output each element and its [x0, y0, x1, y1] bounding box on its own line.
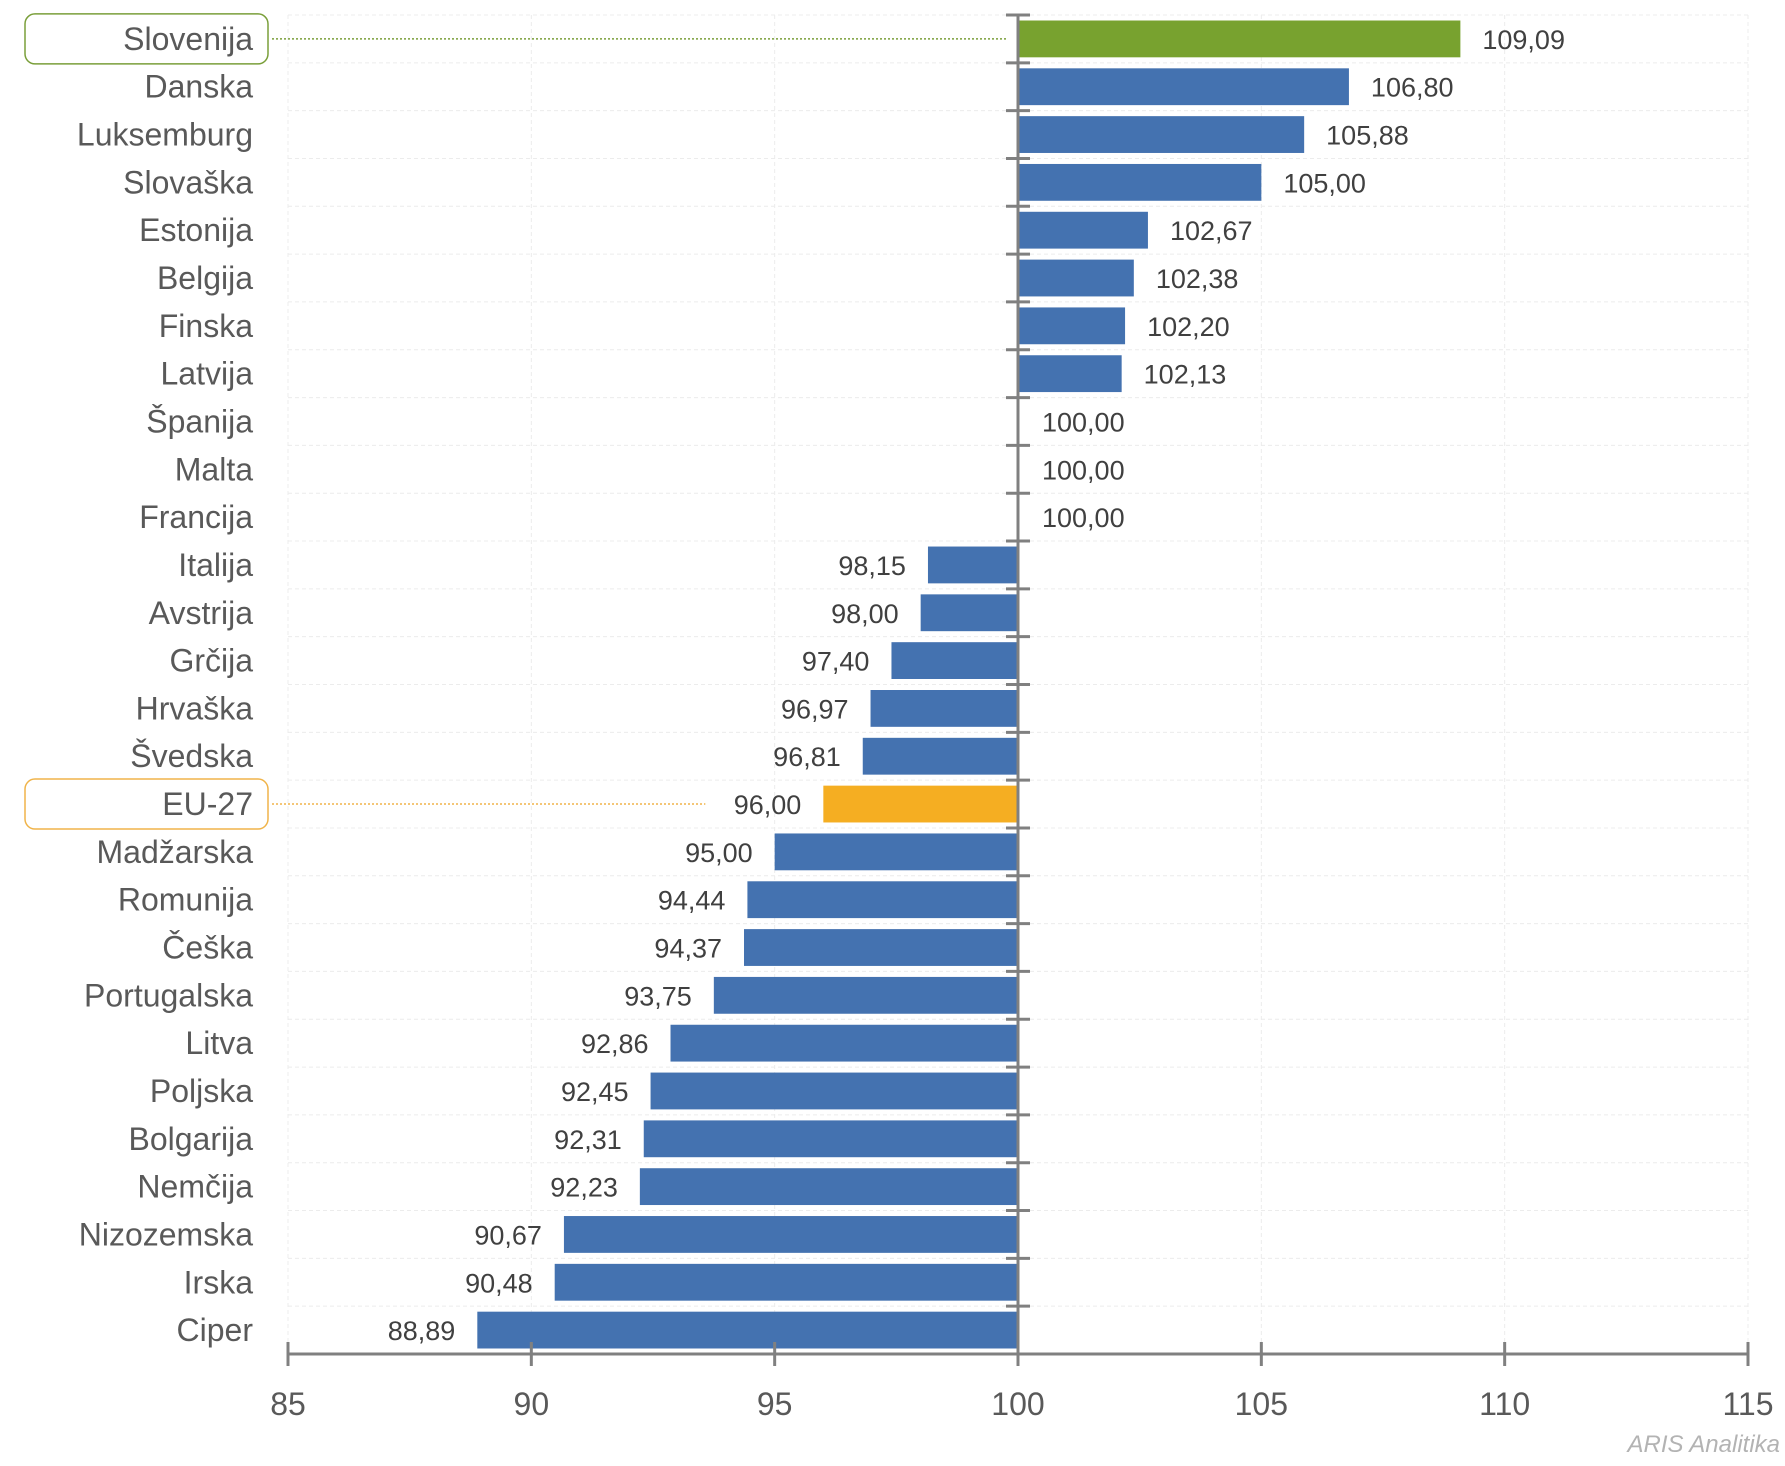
bar	[1018, 355, 1122, 393]
bar	[1018, 259, 1134, 297]
axes	[286, 13, 1750, 1366]
category-label: Hrvaška	[136, 690, 254, 726]
value-label: 105,00	[1283, 168, 1366, 198]
value-label: 92,31	[554, 1125, 622, 1155]
value-label: 98,15	[838, 551, 906, 581]
category-label: Finska	[159, 308, 253, 344]
bar	[554, 1263, 1018, 1301]
category-label: Italija	[178, 547, 253, 583]
category-label: Luksemburg	[77, 117, 253, 153]
category-labels: Slovenija Danska Luksemburg Slovaška Estonij…	[77, 21, 253, 1348]
value-label: 96,81	[773, 742, 841, 772]
value-label: 92,86	[581, 1029, 649, 1059]
bar	[1018, 211, 1148, 249]
bar	[891, 642, 1018, 680]
bars	[477, 20, 1461, 1349]
bar	[713, 976, 1018, 1014]
value-label: 102,38	[1156, 264, 1239, 294]
category-label: Estonija	[139, 212, 253, 248]
bar	[862, 737, 1018, 775]
category-label: Latvija	[161, 356, 254, 392]
x-tick-label: 95	[757, 1386, 793, 1422]
value-label: 109,09	[1482, 25, 1565, 55]
bar	[1018, 68, 1349, 106]
x-tick-label: 105	[1235, 1386, 1288, 1422]
category-label: Francija	[139, 499, 253, 535]
category-label: Belgija	[157, 260, 253, 296]
x-tick-label: 85	[270, 1386, 306, 1422]
value-label: 102,20	[1147, 312, 1230, 342]
category-label: Bolgarija	[128, 1121, 253, 1157]
value-label: 90,48	[465, 1268, 533, 1298]
value-label: 98,00	[831, 599, 899, 629]
category-label: Poljska	[150, 1073, 253, 1109]
highlight-box	[24, 13, 269, 65]
bar	[1018, 307, 1126, 345]
category-label: Avstrija	[149, 595, 254, 631]
value-label: 88,89	[388, 1316, 456, 1346]
category-label: EU-27	[162, 786, 253, 822]
value-label: 93,75	[624, 981, 692, 1011]
bar	[1018, 20, 1461, 58]
bar	[774, 833, 1018, 871]
bar	[1018, 116, 1305, 153]
category-label: Portugalska	[84, 977, 253, 1013]
value-label: 105,88	[1326, 121, 1409, 151]
bar	[927, 546, 1018, 584]
category-label: Češka	[162, 930, 253, 966]
bar	[563, 1216, 1018, 1253]
value-label: 100,00	[1042, 407, 1125, 437]
bar	[639, 1168, 1018, 1206]
value-label: 94,44	[658, 886, 726, 916]
bar	[650, 1072, 1018, 1110]
bar	[1018, 163, 1262, 201]
highlight-boxes	[24, 13, 1008, 830]
bar	[747, 881, 1018, 919]
category-label: Švedska	[130, 738, 253, 774]
x-tick-label: 90	[514, 1386, 550, 1422]
value-label: 100,00	[1042, 455, 1125, 485]
value-label: 90,67	[474, 1220, 542, 1250]
category-label: Slovaška	[123, 164, 253, 200]
category-label: Romunija	[118, 882, 253, 918]
category-label: Nizozemska	[79, 1216, 253, 1252]
value-label: 96,00	[734, 790, 802, 820]
value-label: 106,80	[1371, 73, 1454, 103]
value-label: 100,00	[1042, 503, 1125, 533]
bar	[477, 1311, 1018, 1349]
x-tick-label: 100	[991, 1386, 1044, 1422]
bar	[670, 1024, 1018, 1062]
category-label: Litva	[185, 1025, 253, 1061]
bar	[744, 929, 1018, 966]
category-label: Danska	[145, 69, 254, 105]
value-label: 102,67	[1170, 216, 1253, 246]
category-label: Grčija	[169, 643, 253, 679]
watermark: ARIS Analitika	[1625, 1431, 1780, 1458]
bar	[823, 785, 1018, 823]
category-label: Ciper	[177, 1312, 254, 1348]
highlight-box	[24, 778, 269, 830]
value-label: 95,00	[685, 838, 753, 868]
category-label: Slovenija	[123, 21, 253, 57]
bar	[643, 1120, 1018, 1158]
value-label: 96,97	[781, 694, 849, 724]
category-label: Nemčija	[137, 1169, 253, 1205]
x-tick-label: 115	[1722, 1386, 1773, 1422]
value-label: 97,40	[802, 647, 870, 677]
category-label: Španija	[146, 403, 253, 439]
value-label: 92,23	[550, 1173, 618, 1203]
category-label: Irska	[184, 1264, 254, 1300]
value-label: 102,13	[1144, 360, 1227, 390]
value-label: 92,45	[561, 1077, 629, 1107]
x-tick-label: 110	[1479, 1386, 1530, 1422]
bar	[870, 689, 1018, 727]
x-tick-labels: 85 90 95 100 105 110 115	[270, 1386, 1773, 1422]
category-label: Madžarska	[97, 834, 254, 870]
category-label: Malta	[175, 451, 253, 487]
value-label: 94,37	[654, 934, 722, 964]
value-labels: 109,09 106,80 105,88 105,00 102,67 102,38 102,…	[388, 25, 1565, 1346]
bar	[920, 594, 1018, 632]
